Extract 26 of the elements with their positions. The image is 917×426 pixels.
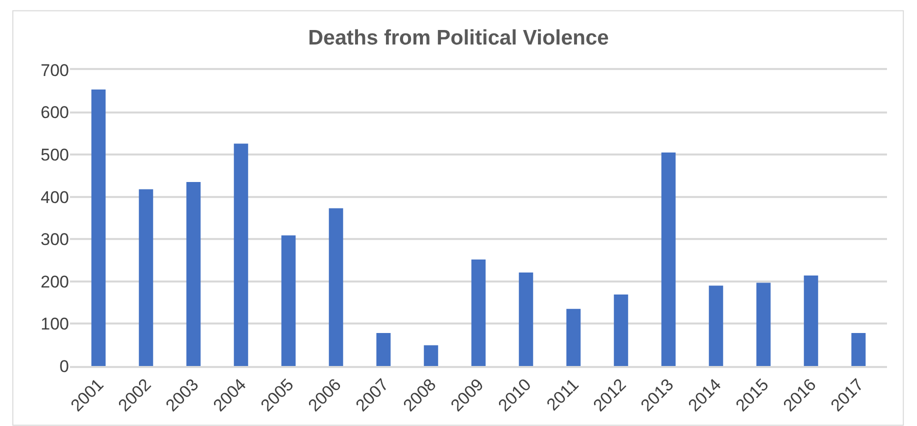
bar: [661, 152, 676, 366]
chart-title: Deaths from Political Violence: [308, 26, 609, 50]
bar: [424, 345, 438, 366]
bar: [186, 182, 201, 366]
bar: [566, 308, 581, 366]
y-tick-label: 600: [40, 103, 69, 122]
y-tick-label: 400: [40, 188, 69, 207]
bar: [708, 286, 724, 366]
y-tick-label: 700: [40, 60, 69, 80]
y-tick-label: 200: [40, 272, 69, 292]
bar: [804, 276, 818, 366]
bar: [851, 333, 866, 366]
bar: [328, 208, 344, 366]
y-tick-label: 300: [40, 230, 69, 250]
y-tick-label: 0: [60, 356, 69, 376]
bar: [756, 282, 771, 366]
y-tick-label: 100: [40, 314, 69, 334]
bar: [614, 294, 628, 366]
bar: [234, 144, 248, 366]
y-tick-label: 500: [40, 146, 69, 165]
bar: [281, 235, 296, 366]
bar: [138, 189, 154, 366]
bar: [471, 259, 486, 366]
bar: [376, 333, 391, 366]
bar: [518, 272, 534, 366]
bar: [91, 89, 106, 366]
